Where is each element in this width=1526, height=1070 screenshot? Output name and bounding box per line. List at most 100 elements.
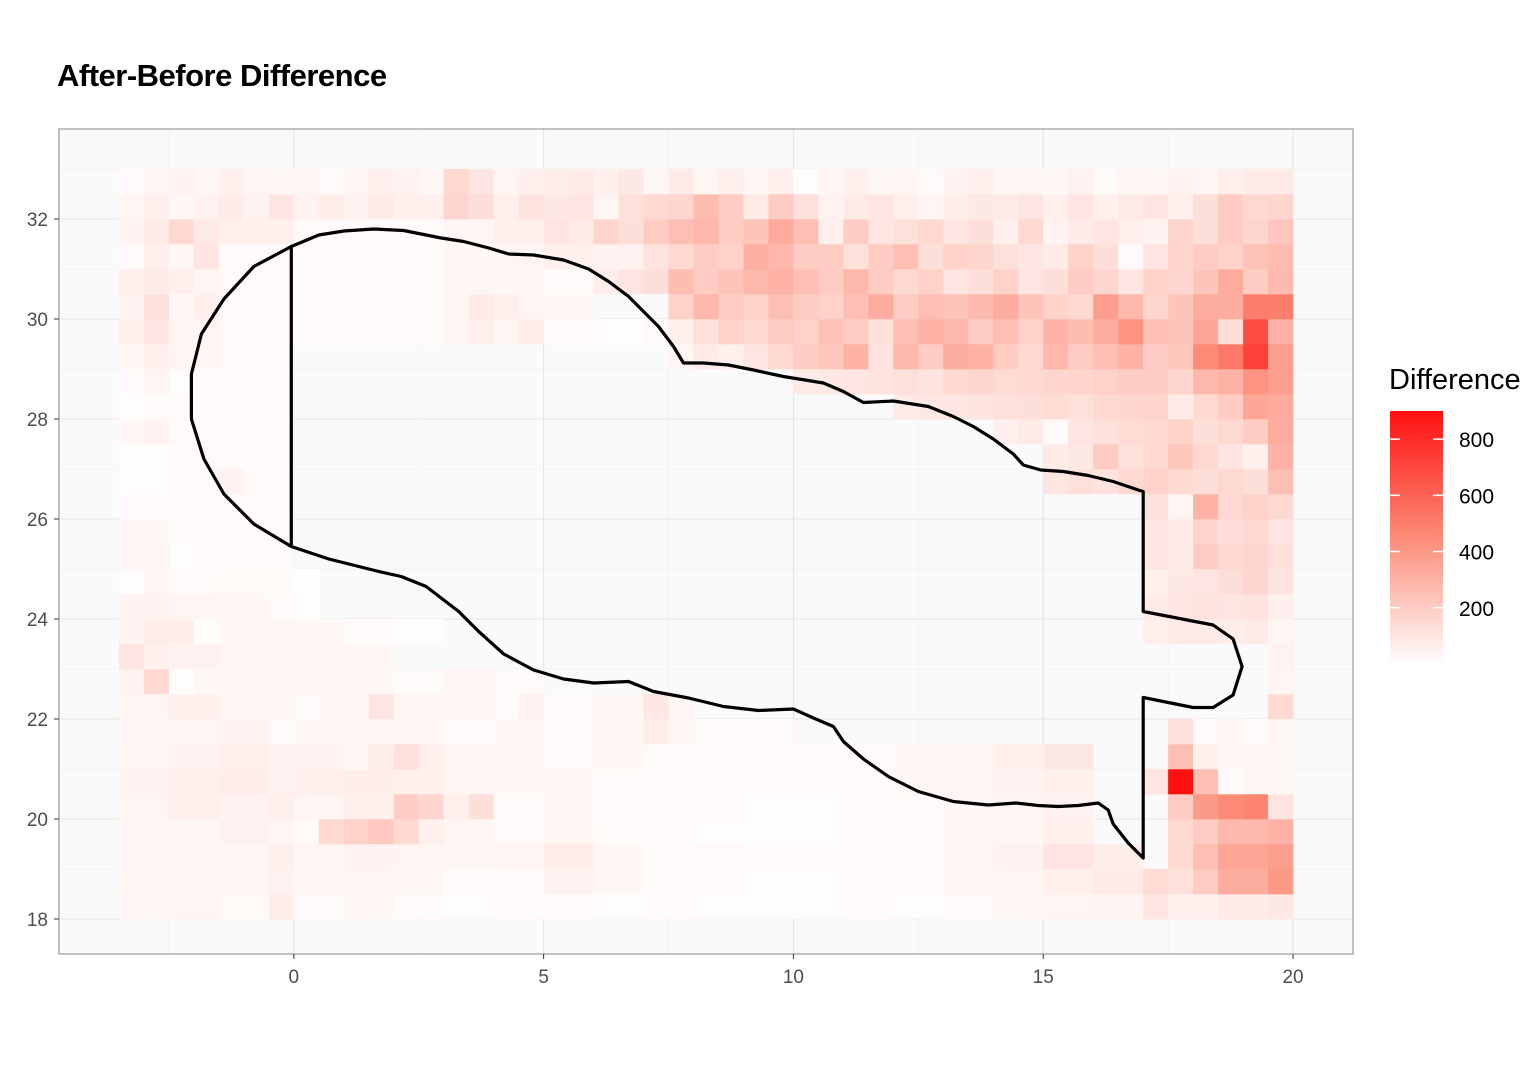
heatmap-cell — [743, 744, 769, 770]
heatmap-cell — [868, 794, 894, 820]
heatmap-cell — [168, 519, 195, 545]
heatmap-cell — [693, 794, 719, 820]
heatmap-cell — [968, 319, 994, 345]
heatmap-cell — [268, 194, 295, 220]
heatmap-cell — [268, 744, 295, 770]
heatmap-cell — [268, 719, 295, 745]
heatmap-cell — [743, 894, 769, 920]
heatmap-cell — [468, 719, 494, 745]
heatmap-cell — [143, 519, 170, 545]
heatmap-cell — [693, 844, 719, 870]
heatmap-cell — [393, 294, 420, 320]
heatmap-cell — [1243, 269, 1269, 295]
heatmap-cell — [1193, 894, 1219, 920]
heatmap-cell — [168, 869, 195, 895]
heatmap-cell — [193, 394, 220, 420]
x-tick-label: 10 — [783, 967, 804, 988]
heatmap-cell — [593, 169, 619, 195]
heatmap-cell — [868, 194, 894, 220]
heatmap-cell — [1068, 894, 1094, 920]
heatmap-cell — [218, 744, 245, 770]
heatmap-cell — [818, 744, 844, 770]
heatmap-cell — [943, 794, 969, 820]
y-tick-label: 24 — [27, 610, 49, 631]
heatmap-cell — [768, 719, 794, 745]
heatmap-cell — [1018, 394, 1044, 420]
heatmap-cell — [418, 894, 445, 920]
heatmap-cell — [1043, 319, 1069, 345]
heatmap-cell — [1268, 894, 1294, 920]
heatmap-cell — [343, 294, 370, 320]
heatmap-cell — [993, 769, 1019, 795]
heatmap-cell — [418, 769, 445, 795]
heatmap-cell — [1143, 169, 1169, 195]
heatmap-cell — [643, 869, 669, 895]
heatmap-cell — [143, 369, 170, 395]
heatmap-cell — [618, 769, 644, 795]
heatmap-cell — [1018, 419, 1044, 445]
heatmap-cell — [1268, 769, 1294, 795]
heatmap-cell — [1018, 744, 1044, 770]
region-outline — [189, 227, 1244, 860]
heatmap-cell — [218, 494, 245, 520]
heatmap-cell — [693, 319, 719, 345]
heatmap-cell — [1168, 769, 1194, 795]
heatmap-cell — [868, 219, 894, 245]
heatmap-cell — [243, 569, 270, 595]
heatmap-cell — [1043, 419, 1069, 445]
heatmap-cell — [143, 644, 170, 670]
heatmap-cell — [1043, 819, 1069, 845]
heatmap-cell — [1168, 219, 1194, 245]
heatmap-cell — [1243, 719, 1269, 745]
heatmap-cell — [993, 194, 1019, 220]
heatmap-cell — [193, 219, 220, 245]
heatmap-cell — [643, 769, 669, 795]
heatmap-cell — [1093, 344, 1119, 370]
heatmap-cell — [468, 794, 494, 820]
heatmap-cell — [243, 869, 270, 895]
heatmap-cell — [618, 744, 644, 770]
heatmap-cell — [1193, 294, 1219, 320]
heatmap-cell — [1143, 469, 1169, 495]
heatmap-cell — [1243, 869, 1269, 895]
heatmap-cell — [118, 469, 145, 495]
heatmap-cell — [968, 769, 994, 795]
heatmap-cell — [993, 319, 1019, 345]
heatmap-cell — [318, 694, 345, 720]
heatmap-cell — [468, 319, 494, 345]
heatmap-cell — [293, 869, 320, 895]
legend: Difference 200 400 600 800 — [1389, 364, 1521, 664]
heatmap-cell — [1043, 344, 1069, 370]
heatmap-cell — [293, 644, 320, 670]
heatmap-cell — [418, 294, 445, 320]
heatmap-cell — [1243, 894, 1269, 920]
y-tick-label: 20 — [27, 810, 48, 831]
heatmap-cell — [1143, 244, 1169, 270]
heatmap-cell — [668, 869, 694, 895]
heatmap-cell — [918, 844, 944, 870]
heatmap-cell — [1243, 744, 1269, 770]
heatmap-cell — [1218, 719, 1244, 745]
heatmap-cell — [1218, 769, 1244, 795]
heatmap-cell — [868, 169, 894, 195]
heatmap-cell — [343, 694, 370, 720]
heatmap-cell — [968, 169, 994, 195]
heatmap-cell — [493, 869, 519, 895]
heatmap-cell — [1193, 819, 1219, 845]
heatmap-cell — [543, 719, 569, 745]
heatmap-cell — [768, 794, 794, 820]
heatmap-cell — [1243, 394, 1269, 420]
heatmap-cell — [343, 244, 370, 270]
heatmap-cell — [168, 269, 195, 295]
heatmap-cell — [1168, 544, 1194, 570]
heatmap-cell — [1268, 194, 1294, 220]
heatmap-cell — [318, 194, 345, 220]
heatmap-cell — [843, 319, 869, 345]
heatmap-cell — [943, 169, 969, 195]
heatmap-cell — [193, 569, 220, 595]
heatmap-cell — [1193, 444, 1219, 470]
heatmap-cell — [343, 844, 370, 870]
heatmap-cell — [118, 194, 145, 220]
heatmap-cell — [343, 169, 370, 195]
